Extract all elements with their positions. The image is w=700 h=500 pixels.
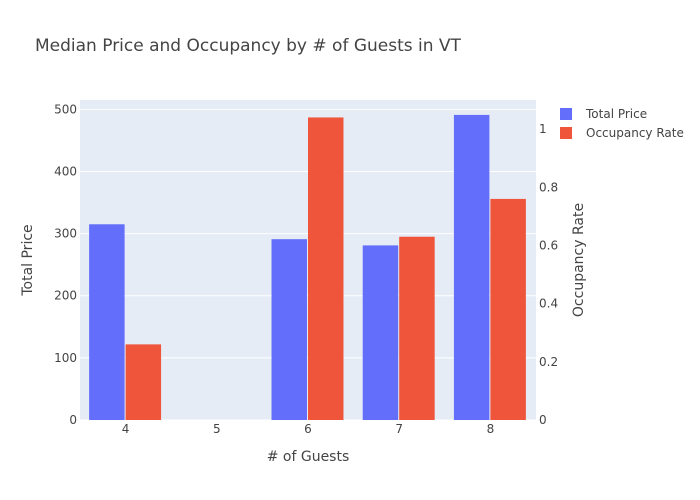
x-tick-label: 5 [213, 422, 221, 436]
legend-swatch[interactable] [560, 127, 572, 139]
x-tick-label: 8 [487, 422, 495, 436]
y-tick-label: 200 [54, 289, 77, 303]
x-axis-title: # of Guests [267, 449, 350, 465]
x-tick-label: 6 [304, 422, 312, 436]
legend-label[interactable]: Total Price [585, 107, 647, 121]
y2-tick-label: 0.8 [539, 180, 558, 194]
x-tick-label: 4 [122, 422, 130, 436]
y2-axis-title: Occupancy Rate [571, 203, 587, 317]
y-tick-label: 400 [54, 164, 77, 178]
bar-total-price[interactable] [453, 114, 490, 420]
legend[interactable]: Total Price Occupancy Rate [560, 107, 684, 140]
chart-title: Median Price and Occupancy by # of Guest… [35, 36, 462, 56]
y2-tick-label: 0.2 [539, 355, 558, 369]
bar-occupancy-rate[interactable] [125, 344, 162, 420]
bar-total-price[interactable] [271, 239, 307, 420]
legend-label[interactable]: Occupancy Rate [586, 126, 684, 140]
y-axis-ticks: 0 100 200 300 400 500 [54, 102, 77, 427]
y-tick-label: 100 [54, 351, 77, 365]
x-axis-ticks: 4 5 6 7 8 [122, 422, 494, 436]
legend-swatch[interactable] [560, 108, 572, 120]
bar-occupancy-rate[interactable] [308, 117, 344, 421]
y-tick-label: 300 [54, 227, 77, 241]
x-tick-label: 7 [395, 422, 403, 436]
y-tick-label: 0 [69, 413, 77, 427]
y2-tick-label: 1 [539, 122, 547, 136]
y2-tick-label: 0 [539, 413, 547, 427]
bar-occupancy-rate[interactable] [490, 198, 526, 420]
bar-total-price[interactable] [362, 245, 399, 420]
y-tick-label: 500 [54, 102, 77, 116]
y-axis-title: Total Price [20, 224, 36, 296]
y2-tick-label: 0.4 [539, 297, 558, 311]
bar-occupancy-rate[interactable] [399, 236, 435, 420]
bars [89, 114, 526, 421]
bar-total-price[interactable] [89, 224, 125, 420]
y2-axis-ticks: 0 0.2 0.4 0.6 0.8 1 [539, 122, 558, 427]
y2-tick-label: 0.6 [539, 238, 558, 252]
